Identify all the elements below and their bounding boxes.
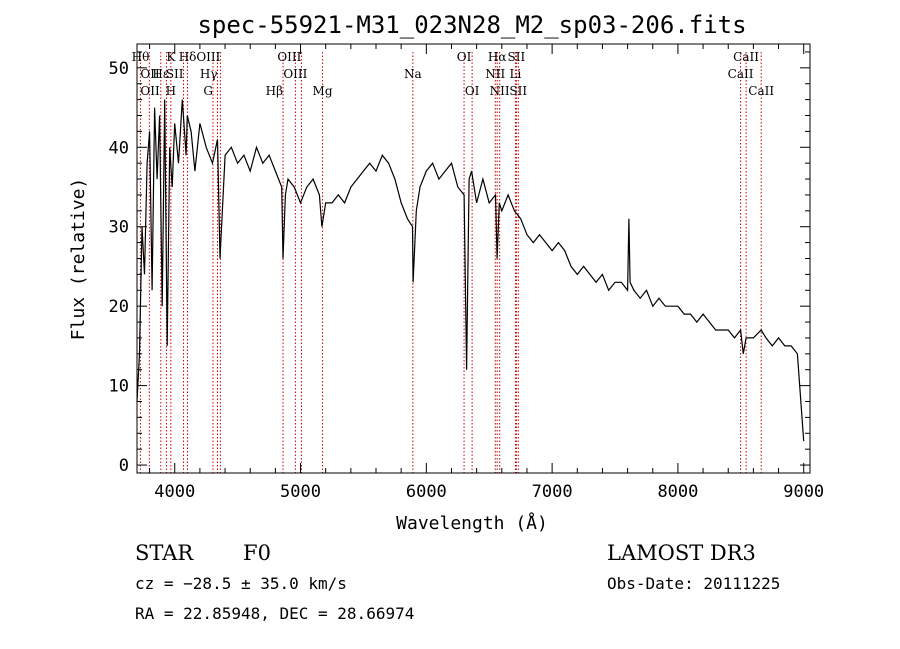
y-tick-label: 0 [119,456,129,476]
line-label: CaII [728,67,754,81]
line-label: H [166,84,176,98]
line-label: SII [509,84,527,98]
x-tick-label: 5000 [280,482,321,502]
line-label: OIII [283,67,307,81]
y-axis-label: Flux (relative) [68,178,89,341]
x-tick-label: 9000 [783,482,824,502]
spectral-subclass: F0 [243,541,271,565]
x-tick-label: 4000 [154,482,195,502]
observation-date: Obs-Date: 20111225 [607,574,780,593]
survey-name: LAMOST DR3 [607,541,756,565]
y-tick-label: 30 [109,218,129,238]
line-label: Li [509,67,521,81]
x-tick-label: 8000 [657,482,698,502]
line-label: OII [140,67,160,81]
line-label: SII [508,50,526,64]
line-label: NII [490,84,510,98]
line-label: Mg [313,84,333,98]
line-label: NII [485,67,505,81]
redshift-cz: cz = −28.5 ± 35.0 km/s [135,574,347,593]
line-label: Na [404,67,422,81]
x-tick-label: 6000 [406,482,447,502]
x-tick-label: 7000 [532,482,573,502]
line-label: Hγ [200,67,218,81]
line-label: SII [166,67,184,81]
line-label: Hδ [179,50,197,64]
y-tick-label: 20 [109,297,129,317]
line-label: OIII [277,50,301,64]
y-axis-ticks: 0 10 20 30 40 50 [109,51,810,476]
line-label: G [203,84,213,98]
plot-frame [136,43,811,474]
line-label: Hθ [132,50,150,64]
chart-title: spec-55921-M31_023N28_M2_sp03-206.fits [197,11,746,39]
line-label: CaII [733,50,759,64]
line-label: OIII [196,50,220,64]
line-label: Hε [152,67,169,81]
line-label: OI [457,50,472,64]
spectrum-series-line [136,99,805,442]
y-tick-label: 40 [109,138,129,158]
line-label: OI [465,84,480,98]
line-label: Hβ [266,84,283,98]
object-class: STAR [135,541,194,565]
x-axis-label: Wavelength (Å) [396,512,548,534]
y-tick-label: 10 [109,377,129,397]
ra-dec-coordinates: RA = 22.85948, DEC = 28.66974 [135,604,414,623]
line-label: OII [140,84,160,98]
line-label: K [166,50,176,64]
line-label: CaII [748,84,774,98]
line-label: Hα [488,50,507,64]
x-axis-ticks: 4000 5000 6000 7000 8000 9000 [149,44,824,502]
y-tick-label: 50 [109,59,129,79]
reference-lines [139,52,762,473]
